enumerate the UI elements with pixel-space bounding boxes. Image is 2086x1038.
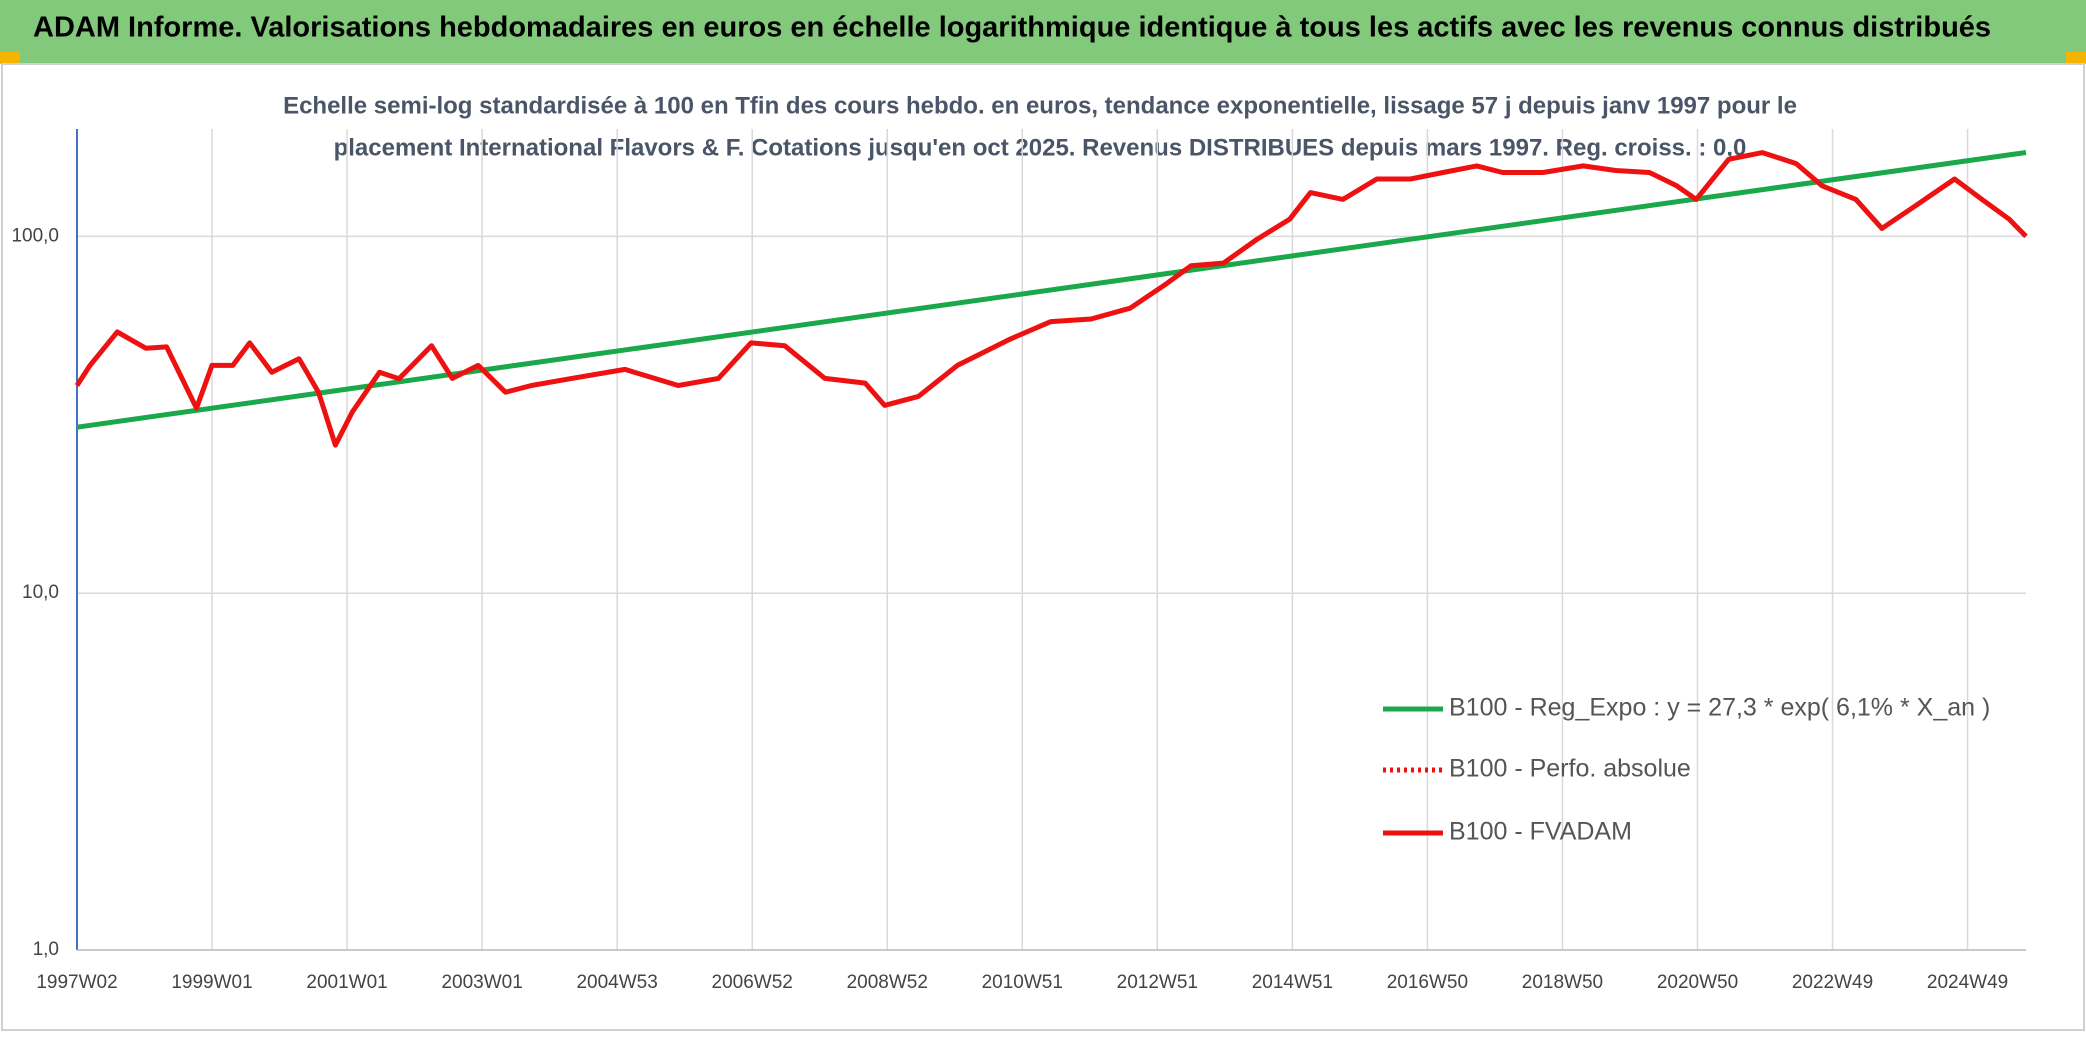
x-tick-label: 2020W50 bbox=[1657, 972, 1738, 993]
x-tick-label: 2003W01 bbox=[441, 972, 522, 993]
corner-mark bbox=[0, 52, 20, 64]
series-line bbox=[76, 150, 2027, 430]
x-tick-label: 2012W51 bbox=[1117, 972, 1198, 993]
legend-label: B100 - FVADAM bbox=[1449, 818, 1632, 846]
y-tick-label: 10,0 bbox=[22, 582, 59, 603]
x-tick-label: 2024W49 bbox=[1927, 972, 2008, 993]
x-tick-label: 2001W01 bbox=[306, 972, 387, 993]
chart-title: ADAM Informe. Valorisations hebdomadaire… bbox=[33, 12, 1991, 44]
corner-mark bbox=[2066, 52, 2086, 64]
x-tick-label: 1999W01 bbox=[171, 972, 252, 993]
legend-label: B100 - Perfo. absolue bbox=[1449, 755, 1691, 783]
y-tick-label: 100,0 bbox=[11, 225, 59, 246]
x-tick-label: 2018W50 bbox=[1522, 972, 1603, 993]
chart-subtitle: placement International Flavors & F. Cot… bbox=[334, 134, 1747, 161]
x-tick-label: 2010W51 bbox=[982, 972, 1063, 993]
x-tick-label: 2006W52 bbox=[712, 972, 793, 993]
chart-frame bbox=[1, 63, 2085, 1031]
y-tick-label: 1,0 bbox=[33, 939, 59, 960]
series-line bbox=[74, 150, 2028, 448]
chart-subtitle: Echelle semi-log standardisée à 100 en T… bbox=[283, 92, 1797, 119]
legend-label: B100 - Reg_Expo : y = 27,3 * exp( 6,1% *… bbox=[1449, 694, 1990, 722]
x-tick-label: 2014W51 bbox=[1252, 972, 1333, 993]
x-tick-label: 2004W53 bbox=[576, 972, 657, 993]
x-tick-label: 2008W52 bbox=[847, 972, 928, 993]
header-bar bbox=[0, 0, 2086, 64]
x-tick-label: 2016W50 bbox=[1387, 972, 1468, 993]
x-tick-label: 1997W02 bbox=[36, 972, 117, 993]
x-tick-label: 2022W49 bbox=[1792, 972, 1873, 993]
